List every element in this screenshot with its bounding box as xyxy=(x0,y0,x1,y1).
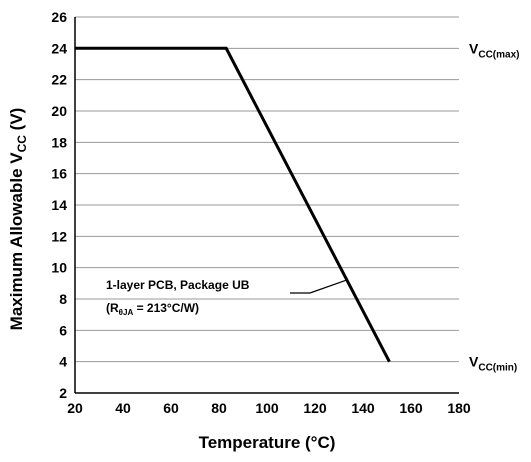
reference-label-sub: CC(min) xyxy=(478,363,517,374)
y-axis-title-main: Maximum Allowable V xyxy=(7,152,26,331)
annotation-line2-sub: θJA xyxy=(119,308,134,317)
y-tick-label-14: 14 xyxy=(51,197,67,213)
x-tick-label-20: 20 xyxy=(67,400,83,416)
y-axis-title-suffix: (V) xyxy=(7,108,26,135)
x-tick-label-140: 140 xyxy=(351,400,375,416)
reference-label-main: V xyxy=(469,40,479,56)
reference-label-main: V xyxy=(469,354,479,370)
y-axis-title-sub: CC xyxy=(15,135,29,153)
y-tick-label-24: 24 xyxy=(51,40,67,56)
y-tick-label-10: 10 xyxy=(51,260,67,276)
x-tick-labels: 20 40 60 80 100 120 140 160 180 xyxy=(67,400,471,416)
x-tick-label-100: 100 xyxy=(255,400,279,416)
y-axis-title: Maximum Allowable VCC (V) xyxy=(7,108,29,331)
y-tick-label-22: 22 xyxy=(51,72,67,88)
y-tick-label-26: 26 xyxy=(51,9,67,25)
x-tick-label-120: 120 xyxy=(303,400,327,416)
reference-label-sub: CC(max) xyxy=(478,49,519,60)
x-tick-label-160: 160 xyxy=(399,400,423,416)
x-axis-title: Temperature (°C) xyxy=(199,433,336,452)
y-tick-label-20: 20 xyxy=(51,103,67,119)
y-tick-label-8: 8 xyxy=(59,291,67,307)
annotation: 1-layer PCB, Package UB (RθJA = 213°C/W) xyxy=(106,278,347,317)
y-tick-label-4: 4 xyxy=(59,354,67,370)
x-tick-label-180: 180 xyxy=(447,400,471,416)
reference-labels: VCC(max)VCC(min) xyxy=(469,40,519,373)
x-tick-label-80: 80 xyxy=(211,400,227,416)
reference-label-2: VCC(min) xyxy=(469,354,517,374)
y-tick-label-18: 18 xyxy=(51,134,67,150)
y-tick-label-12: 12 xyxy=(51,228,67,244)
annotation-line2-suffix: = 213°C/W) xyxy=(133,301,199,315)
x-tick-label-60: 60 xyxy=(163,400,179,416)
series-lines xyxy=(75,46,391,363)
x-tick-label-40: 40 xyxy=(115,400,131,416)
y-tick-label-2: 2 xyxy=(59,385,67,401)
axis-lines xyxy=(74,17,459,394)
grid-lines xyxy=(75,16,459,394)
annotation-line2-prefix: (R xyxy=(106,301,119,315)
y-tick-label-16: 16 xyxy=(51,166,67,182)
annotation-line1: 1-layer PCB, Package UB xyxy=(106,278,250,292)
annotation-leader-diagonal xyxy=(309,279,347,294)
reference-label-1: VCC(max) xyxy=(469,40,519,60)
annotation-line2: (RθJA = 213°C/W) xyxy=(106,301,199,317)
series-line-1 xyxy=(75,46,391,363)
y-tick-label-6: 6 xyxy=(59,322,67,338)
